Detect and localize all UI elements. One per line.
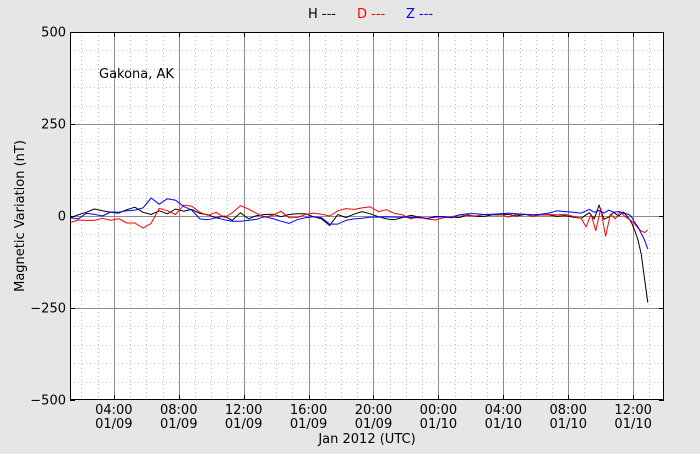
series-line-z	[70, 197, 649, 250]
x-tick-date-label: 01/09	[355, 417, 392, 432]
x-tick-date-label: 01/09	[160, 417, 197, 432]
x-tick-time-label: 08:00	[160, 403, 197, 418]
x-tick-time-label: 16:00	[290, 403, 327, 418]
x-tick-date-label: 01/10	[550, 417, 587, 432]
x-tick-time-label: 00:00	[420, 403, 457, 418]
x-tick-time-label: 08:00	[550, 403, 587, 418]
x-tick-time-label: 12:00	[225, 403, 262, 418]
x-tick-date-label: 01/10	[485, 417, 522, 432]
station-label: Gakona, AK	[99, 67, 174, 82]
y-tick-label: 500	[41, 26, 66, 41]
x-tick-time-label: 12:00	[614, 403, 651, 418]
legend-item-d: D ---	[357, 7, 386, 22]
y-tick-label: −500	[30, 394, 66, 409]
major-grid	[70, 32, 664, 400]
x-tick-time-label: 20:00	[355, 403, 392, 418]
legend-item-h: H ---	[308, 7, 336, 22]
series-layer	[70, 197, 649, 303]
series-line-d	[70, 204, 649, 237]
series-line-h	[70, 204, 649, 303]
x-tick-date-label: 01/09	[95, 417, 132, 432]
y-tick-label: 250	[41, 118, 66, 133]
legend: H --- D --- Z ---	[308, 7, 433, 22]
y-tick-label: −250	[30, 302, 66, 317]
x-axis-label: Jan 2012 (UTC)	[317, 432, 415, 447]
x-tick-date-label: 01/10	[420, 417, 457, 432]
x-tick-labels: 04:0001/0908:0001/0912:0001/0916:0001/09…	[95, 403, 652, 432]
x-tick-time-label: 04:00	[485, 403, 522, 418]
x-tick-date-label: 01/09	[225, 417, 262, 432]
x-tick-date-label: 01/10	[614, 417, 651, 432]
y-axis-label: Magnetic Variation (nT)	[13, 140, 28, 292]
axis-ticks	[70, 32, 664, 401]
y-tick-labels: −500 −250 0 250 500	[30, 26, 66, 409]
legend-item-z: Z ---	[406, 7, 433, 22]
x-tick-date-label: 01/09	[290, 417, 327, 432]
x-tick-time-label: 04:00	[95, 403, 132, 418]
y-tick-label: 0	[58, 210, 66, 225]
